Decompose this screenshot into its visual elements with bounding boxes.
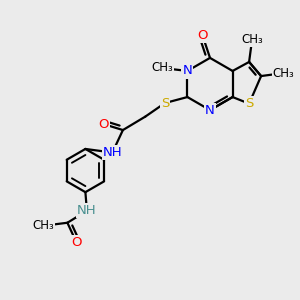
Text: NH: NH: [103, 146, 122, 159]
Text: CH₃: CH₃: [241, 33, 263, 46]
Text: CH₃: CH₃: [273, 67, 295, 80]
Text: O: O: [197, 29, 208, 42]
Text: N: N: [182, 64, 192, 77]
Text: O: O: [98, 118, 109, 130]
Text: NH: NH: [77, 204, 97, 217]
Text: S: S: [161, 97, 169, 110]
Text: CH₃: CH₃: [32, 219, 54, 232]
Text: O: O: [71, 236, 82, 249]
Text: N: N: [205, 103, 215, 117]
Text: CH₃: CH₃: [151, 61, 173, 74]
Text: S: S: [245, 97, 253, 110]
